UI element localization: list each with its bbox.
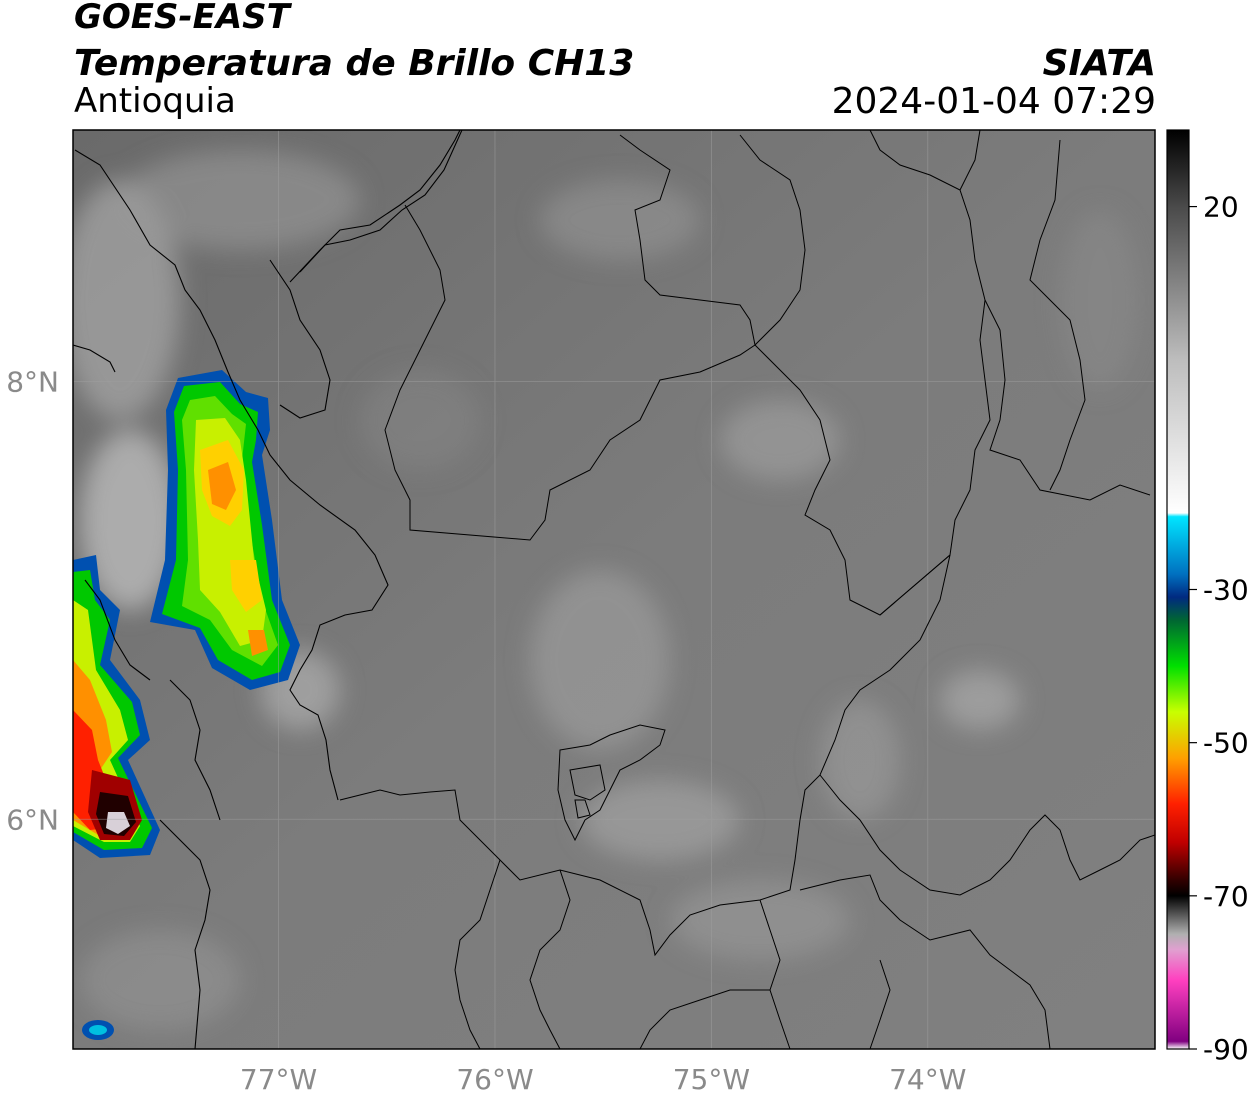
datetime-label: 2024-01-04 07:29	[831, 81, 1156, 122]
longitude-ticks: 77°W 76°W 75°W 74°W	[240, 1063, 967, 1096]
latitude-ticks: 8°N 6°N	[6, 366, 59, 837]
latitude-tick-label: 6°N	[6, 803, 59, 836]
colorbar-scale	[1167, 130, 1189, 1049]
colorbar-ticks: 20 -30 -50 -70 -90	[1189, 191, 1249, 1066]
gridlines	[73, 130, 1155, 1049]
longitude-tick-label: 74°W	[889, 1063, 966, 1096]
product-title: Temperatura de Brillo CH13	[74, 43, 635, 84]
colorbar-tick-label: -50	[1203, 727, 1249, 760]
latitude-tick-label: 8°N	[6, 366, 59, 399]
satellite-title: GOES-EAST	[74, 0, 290, 37]
map-frame	[72, 129, 1156, 1050]
agency-label: SIATA	[1042, 43, 1156, 84]
cloud-texture	[73, 150, 1140, 1030]
convective-cell-north	[150, 370, 300, 690]
longitude-tick-label: 75°W	[673, 1063, 750, 1096]
coastline	[73, 130, 463, 1049]
region-label: Antioquia	[74, 81, 236, 121]
colorbar-tick-label: 20	[1203, 191, 1239, 224]
admin-borders	[339, 130, 1155, 1049]
longitude-tick-label: 76°W	[456, 1063, 533, 1096]
map-area	[73, 130, 1155, 1049]
convective-cell-south	[73, 555, 160, 858]
convective-cell-small	[82, 1020, 114, 1040]
colorbar-tick-label: -30	[1203, 574, 1249, 607]
longitude-tick-label: 77°W	[240, 1063, 317, 1096]
colorbar-tick-label: -90	[1203, 1033, 1249, 1066]
colorbar: 20 -30 -50 -70 -90	[1166, 129, 1249, 1066]
colorbar-tick-label: -70	[1203, 880, 1249, 913]
